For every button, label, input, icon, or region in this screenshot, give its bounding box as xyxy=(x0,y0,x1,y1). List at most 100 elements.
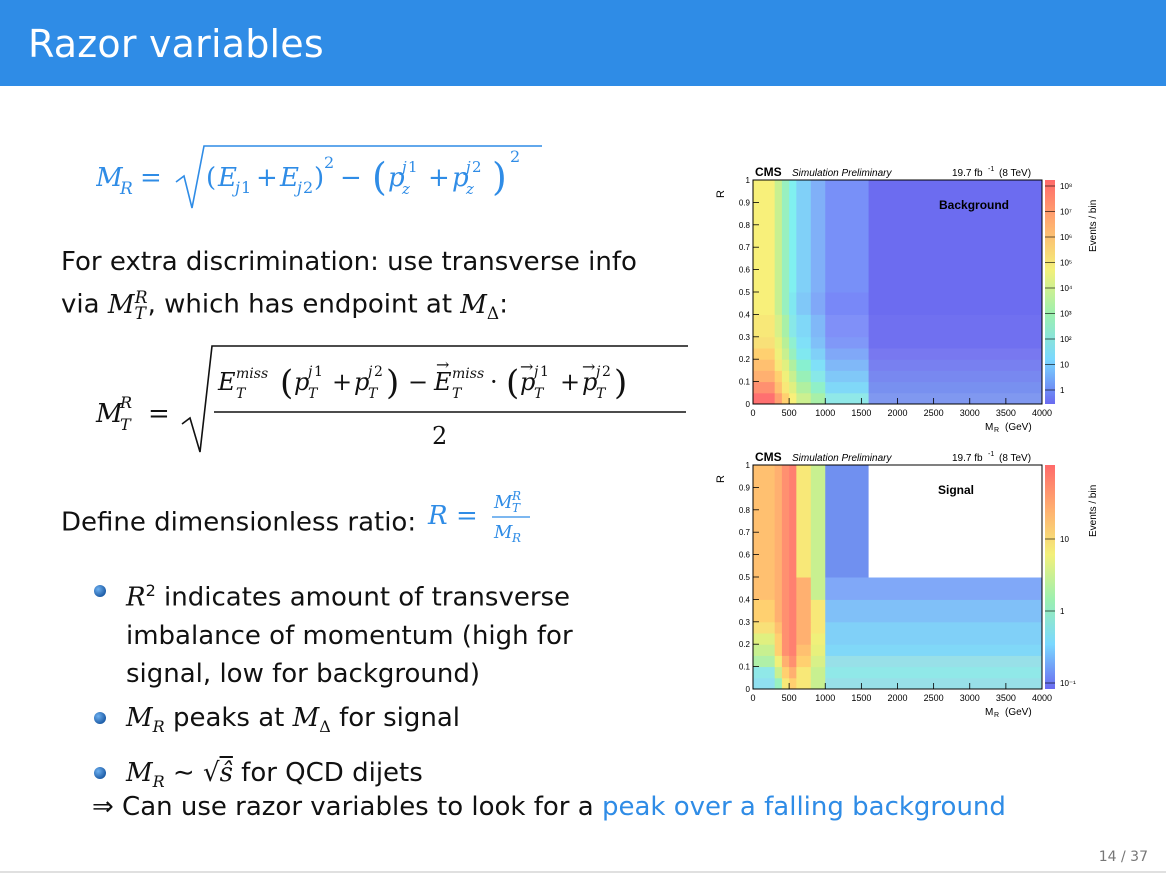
heatmap-cell xyxy=(774,655,783,668)
y-tick-label: 0.7 xyxy=(739,528,751,537)
heatmap-cell xyxy=(825,314,870,338)
heatmap-cell xyxy=(825,381,870,394)
z-tick-label: 1 xyxy=(1060,386,1065,395)
svg-text:T: T xyxy=(596,386,607,402)
svg-text:1: 1 xyxy=(241,178,251,197)
lumi-label: 19.7 fb xyxy=(952,453,983,464)
z-tick-label: 10⁴ xyxy=(1060,284,1073,293)
heatmap-cell xyxy=(781,381,790,394)
y-tick-label: 1 xyxy=(746,461,751,470)
svg-text:(: ( xyxy=(280,363,293,403)
heatmap-cell xyxy=(781,314,790,338)
heatmap-cell xyxy=(810,336,826,349)
heatmap-cell xyxy=(789,348,797,360)
heatmap-cell xyxy=(781,599,790,623)
heatmap-cell xyxy=(781,621,790,634)
y-tick-label: 0 xyxy=(746,685,751,694)
x-axis-label: M xyxy=(985,707,993,717)
y-tick-label: 0.7 xyxy=(739,243,751,252)
heatmap-cell xyxy=(774,370,783,383)
svg-text:p: p xyxy=(452,163,469,193)
x-tick-label: 4000 xyxy=(1032,408,1052,418)
svg-text:R: R xyxy=(511,531,521,545)
svg-text:(GeV): (GeV) xyxy=(1005,707,1032,717)
heatmap-cell xyxy=(796,633,812,645)
x-tick-label: 500 xyxy=(782,693,797,703)
svg-text:T: T xyxy=(534,386,545,402)
svg-text:=: = xyxy=(148,399,170,429)
y-tick-label: 0.1 xyxy=(739,378,751,387)
heatmap-cell xyxy=(810,677,826,690)
heatmap-cell xyxy=(868,381,1043,394)
svg-text:(: ( xyxy=(372,155,387,199)
heatmap-cell xyxy=(781,392,790,405)
x-tick-label: 1500 xyxy=(851,693,871,703)
heatmap-cell xyxy=(796,180,812,293)
svg-text:p: p xyxy=(294,368,309,396)
energy-label: (8 TeV) xyxy=(999,168,1031,179)
heatmap-cell xyxy=(796,599,812,623)
heatmap-cell xyxy=(753,577,776,600)
heatmap-cell xyxy=(825,644,870,656)
heatmap-cell xyxy=(774,348,783,360)
y-tick-label: 0.3 xyxy=(739,333,751,342)
lumi-sup: -1 xyxy=(988,451,994,458)
y-tick-label: 1 xyxy=(746,176,751,185)
y-tick-label: 0.9 xyxy=(739,198,751,207)
heatmap-cell xyxy=(753,359,776,371)
heatmap-cell xyxy=(774,666,783,679)
heatmap-cell xyxy=(825,336,870,349)
heatmap-cell xyxy=(796,314,812,338)
heatmap-cell xyxy=(796,370,812,383)
x-tick-label: 500 xyxy=(782,408,797,418)
z-tick-label: 10⁵ xyxy=(1060,259,1072,268)
heatmap-cell xyxy=(868,180,1043,293)
sim-label: Simulation Preliminary xyxy=(792,168,892,179)
y-tick-label: 0.5 xyxy=(739,288,751,297)
heatmap-cell xyxy=(868,599,1043,623)
svg-text:M: M xyxy=(96,163,124,193)
heatmap-cell xyxy=(796,644,812,656)
heatmap-cell xyxy=(753,465,776,578)
plot-label: Background xyxy=(939,198,1009,212)
svg-text:z: z xyxy=(465,180,474,198)
heatmap-cell xyxy=(868,666,1043,679)
heatmap-cell xyxy=(781,336,790,349)
z-tick-label: 1 xyxy=(1060,607,1065,616)
heatmap-cell xyxy=(753,599,776,623)
heatmap-cell xyxy=(868,621,1043,634)
svg-text:R: R xyxy=(119,179,133,199)
y-tick-label: 0.6 xyxy=(739,551,751,560)
x-tick-label: 0 xyxy=(750,408,755,418)
para1-line2: via MTR, which has endpoint at MΔ: xyxy=(61,288,508,324)
svg-text:): ) xyxy=(386,363,399,403)
svg-text:j: j xyxy=(294,178,302,197)
svg-text:E: E xyxy=(217,163,237,193)
heatmap-cell xyxy=(789,599,797,623)
svg-text:R: R xyxy=(427,501,448,531)
heatmap-cell xyxy=(810,577,826,600)
heatmap-cell xyxy=(796,621,812,634)
svg-text:j: j xyxy=(463,158,471,176)
svg-text:M: M xyxy=(493,522,513,543)
svg-text:p: p xyxy=(354,368,369,396)
heatmap-cell xyxy=(810,621,826,634)
heatmap-cell xyxy=(825,577,870,600)
heatmap-cell xyxy=(796,292,812,315)
heatmap-cell xyxy=(789,655,797,668)
x-tick-label: 2500 xyxy=(924,693,944,703)
svg-text:2: 2 xyxy=(602,364,611,380)
heatmap-cell xyxy=(781,465,790,578)
heatmap-cell xyxy=(753,655,776,668)
x-tick-label: 0 xyxy=(750,693,755,703)
svg-text:2: 2 xyxy=(432,422,447,450)
heatmap-cell xyxy=(789,465,797,578)
heatmap-cell xyxy=(796,336,812,349)
svg-text:R: R xyxy=(994,427,999,432)
heatmap-cell xyxy=(810,666,826,679)
background-heatmap: CMS Simulation Preliminary 19.7 fb -1 (8… xyxy=(715,165,1099,434)
heatmap-cell xyxy=(825,359,870,371)
cms-label: CMS xyxy=(755,165,782,179)
heatmap-cell xyxy=(753,180,776,293)
svg-text:1: 1 xyxy=(314,364,323,380)
